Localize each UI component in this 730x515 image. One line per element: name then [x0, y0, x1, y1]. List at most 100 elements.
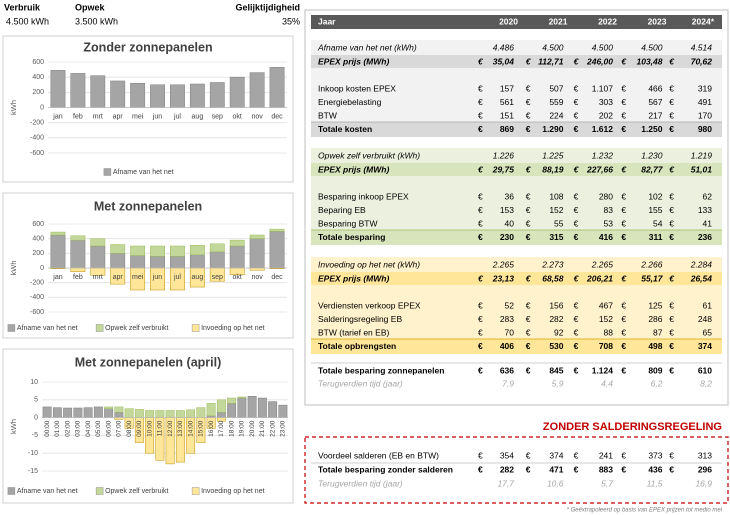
cell-value: 1.612 — [592, 124, 614, 134]
currency: € — [526, 314, 531, 324]
x-tick-label: 12:00 — [167, 420, 174, 437]
bar — [110, 253, 126, 269]
cell-value: 374 — [698, 341, 712, 351]
currency: € — [669, 341, 674, 351]
currency: € — [478, 341, 483, 351]
bar — [186, 409, 196, 418]
bar — [189, 245, 205, 256]
cell-value: 70 — [505, 327, 515, 337]
column-header: 2022 — [598, 16, 617, 26]
legend-label: Afname van het net — [17, 325, 78, 332]
currency: € — [669, 205, 674, 215]
x-tick-label: jul — [173, 274, 181, 281]
cell-value: 65 — [703, 327, 713, 337]
currency: € — [574, 191, 579, 201]
currency: € — [574, 218, 579, 228]
currency: € — [669, 273, 675, 283]
cell-value: 70,62 — [691, 56, 713, 66]
currency: € — [526, 327, 531, 337]
x-tick-label: 20:00 — [249, 420, 256, 437]
currency: € — [669, 327, 674, 337]
bar — [50, 234, 66, 269]
currency: € — [621, 314, 626, 324]
currency: € — [669, 464, 674, 474]
cell-value: 319 — [698, 83, 712, 93]
row-label: Verdiensten verkoop EPEX — [318, 300, 421, 310]
cell-value: 883 — [599, 464, 613, 474]
currency: € — [526, 83, 531, 93]
y-tick-label: 0 — [34, 414, 38, 421]
bar — [150, 84, 165, 108]
x-tick-label: aug — [192, 113, 204, 120]
x-tick-label: nov — [251, 113, 263, 120]
cell-value: 1.226 — [493, 150, 515, 160]
currency: € — [621, 164, 627, 174]
row-label: EPEX prijs (MWh) — [318, 56, 389, 66]
currency: € — [478, 450, 483, 460]
currency: € — [621, 341, 626, 351]
x-tick-label: 15:00 — [198, 420, 205, 437]
x-tick-label: 19:00 — [239, 420, 246, 437]
x-tick-label: okt — [233, 274, 242, 281]
bar — [229, 239, 245, 247]
cell-value: 980 — [698, 124, 712, 134]
column-header: Jaar — [318, 16, 336, 26]
cell-value: 55 — [554, 218, 564, 228]
x-tick-label: dec — [271, 113, 283, 120]
bar — [50, 70, 66, 108]
bar — [170, 256, 185, 269]
x-tick-label: mei — [132, 113, 144, 120]
currency: € — [621, 365, 626, 375]
x-tick-label: jan — [52, 274, 62, 281]
x-tick-label: 11:00 — [157, 420, 164, 436]
cell-value: 809 — [648, 365, 662, 375]
x-tick-label: sep — [212, 274, 223, 281]
currency: € — [526, 218, 531, 228]
cell-value: 11,5 — [647, 478, 663, 488]
currency: € — [478, 191, 483, 201]
currency: € — [574, 83, 579, 93]
row-label: Besparing inkoop EPEX — [318, 191, 409, 201]
bar — [110, 244, 126, 254]
bar — [269, 231, 285, 269]
cell-value: 1.250 — [641, 124, 663, 134]
row-label: BTW (tarief en EB) — [318, 327, 389, 337]
bar — [130, 255, 146, 269]
column-header: 2021 — [549, 16, 568, 26]
bar — [70, 73, 86, 108]
cell-value: 530 — [549, 341, 563, 351]
cell-value: 610 — [698, 365, 712, 375]
bar — [130, 82, 146, 108]
currency: € — [478, 164, 484, 174]
currency: € — [621, 124, 626, 134]
price-row-bg — [311, 272, 722, 285]
cell-value: 153 — [500, 205, 514, 215]
bar — [114, 406, 124, 413]
header-value: 35% — [282, 16, 300, 26]
row-label: EPEX prijs (MWh) — [318, 164, 389, 174]
chart-title: Zonder zonnepanelen — [83, 40, 212, 54]
cell-value: 248 — [698, 314, 712, 324]
bar — [249, 238, 265, 269]
bar — [227, 403, 237, 418]
x-tick-label: jun — [152, 274, 162, 281]
cell-value: 4.500 — [641, 42, 663, 52]
header-value: 4.500 kWh — [6, 16, 49, 26]
cell-value: 436 — [648, 464, 662, 474]
bar — [93, 406, 103, 418]
bar — [52, 407, 62, 418]
cell-value: 282 — [500, 464, 514, 474]
cell-value: 286 — [648, 314, 662, 324]
cell-value: 491 — [698, 97, 712, 107]
cell-value: 636 — [500, 365, 514, 375]
cell-value: 224 — [549, 110, 563, 120]
x-tick-label: 22:00 — [269, 420, 276, 437]
row-label: EPEX prijs (MWh) — [318, 273, 389, 283]
bar — [229, 245, 245, 269]
row-label: Totale besparing — [318, 232, 385, 242]
bar — [165, 410, 175, 418]
cell-value: 1.124 — [592, 365, 614, 375]
cell-value: 170 — [698, 110, 712, 120]
bar — [268, 401, 278, 418]
x-tick-label: 02:00 — [64, 420, 71, 437]
